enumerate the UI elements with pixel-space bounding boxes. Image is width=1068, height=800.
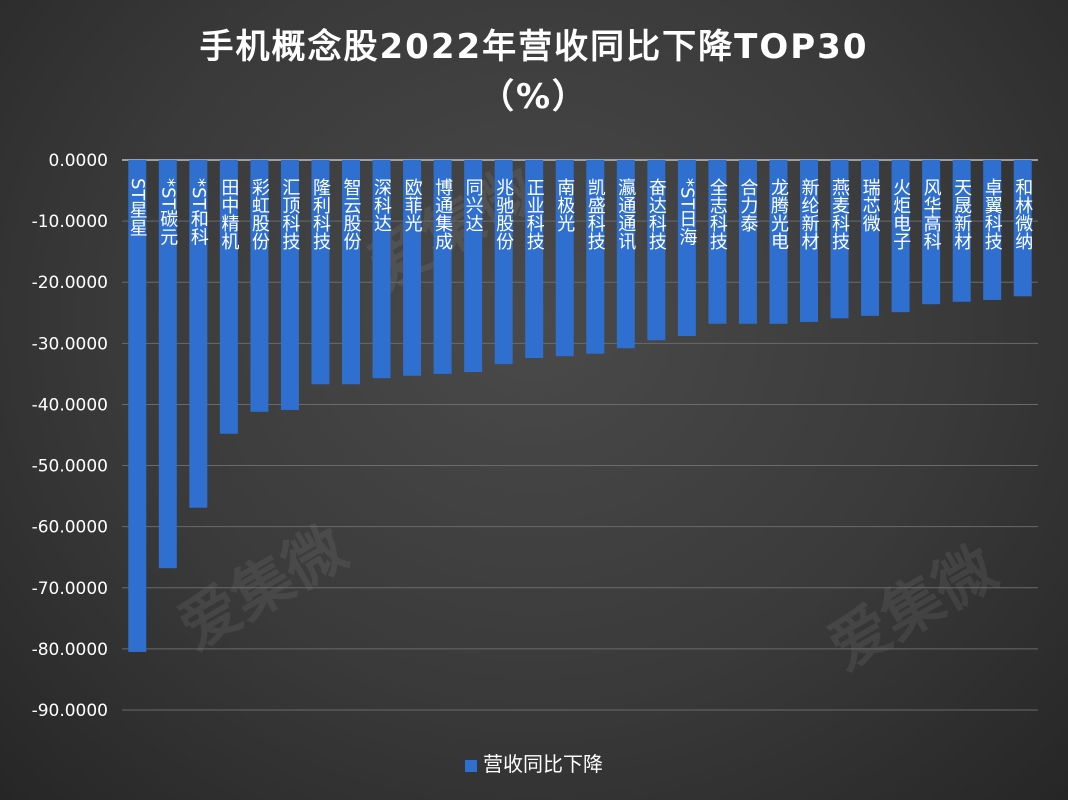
y-tick-label: 0.0000: [49, 151, 108, 171]
category-label: 兆驰股份: [493, 178, 514, 250]
category-label: 博通集成: [432, 178, 453, 250]
category-label: 新纶新材: [799, 178, 820, 250]
category-label: 奋达科技: [646, 178, 667, 251]
chart-title: 手机概念股2022年营收同比下降TOP30 （%）: [0, 22, 1068, 122]
bar: [219, 160, 238, 434]
bar: [403, 160, 422, 376]
category-label: *ST日海: [676, 178, 697, 245]
category-label: 彩虹股份: [249, 178, 270, 250]
legend-swatch: [465, 759, 477, 772]
bar: [891, 160, 910, 313]
category-label: 田中精机: [218, 178, 239, 250]
category-label: 深科达: [371, 178, 392, 232]
y-tick-label: -70.0000: [32, 579, 108, 599]
bar: [128, 160, 147, 652]
bar: [647, 160, 666, 341]
category-label: 南极光: [554, 178, 575, 233]
bar: [250, 160, 269, 412]
bar: [738, 160, 757, 324]
category-label: 火炬电子: [890, 178, 911, 250]
category-label: 隆利科技: [310, 178, 331, 251]
bar: [342, 160, 360, 385]
title-unit: （%）: [479, 77, 589, 117]
category-label: 瑞芯微: [860, 178, 881, 232]
category-label: 欧菲光: [402, 178, 423, 233]
bar: [494, 160, 513, 365]
y-tick-label: -40.0000: [32, 395, 108, 415]
bar: [525, 160, 544, 358]
bar: [861, 160, 880, 316]
category-label: 汇顶科技: [279, 178, 300, 251]
y-tick-label: -60.0000: [32, 518, 108, 538]
category-label: 全志科技: [707, 178, 728, 251]
y-tick-label: -30.0000: [32, 334, 108, 354]
category-label: 燕麦科技: [829, 178, 850, 251]
bar: [189, 160, 208, 508]
category-label: 正业科技: [524, 178, 545, 251]
bar: [280, 160, 299, 410]
bar: [555, 160, 574, 357]
bar: [311, 160, 330, 385]
category-label: *ST碳元: [157, 178, 178, 245]
category-label: 天晟新材: [951, 178, 972, 250]
bar: [800, 160, 818, 322]
category-label: 智云股份: [341, 178, 362, 250]
legend: 营收同比下降: [0, 748, 1068, 777]
category-label: 和林微纳: [1012, 178, 1033, 250]
category-label: *ST和科: [188, 178, 209, 245]
bar: [158, 160, 177, 569]
category-label: ST星星: [127, 178, 148, 236]
bar: [433, 160, 452, 374]
y-tick-label: -90.0000: [32, 701, 108, 721]
bar: [769, 160, 788, 324]
legend-label: 营收同比下降: [483, 752, 603, 776]
title-main: 手机概念股2022年营收同比下降TOP30: [199, 27, 869, 67]
bar: [464, 160, 483, 373]
bar: [616, 160, 635, 349]
y-tick-label: -80.0000: [32, 640, 108, 660]
y-tick-label: -20.0000: [32, 273, 108, 293]
bar: [586, 160, 605, 354]
y-tick-label: -50.0000: [32, 457, 108, 477]
category-label: 合力泰: [737, 178, 758, 232]
bar: [372, 160, 391, 379]
category-label: 同兴达: [463, 178, 484, 232]
bar: [952, 160, 971, 302]
y-tick-label: -10.0000: [32, 212, 108, 232]
bar: [708, 160, 727, 324]
bar: [677, 160, 696, 336]
category-label: 龙腾光电: [768, 178, 789, 250]
bar: [922, 160, 941, 305]
category-label: 风华高科: [921, 178, 942, 250]
category-label: 凯盛科技: [585, 178, 606, 251]
bar: [1013, 160, 1032, 297]
bar: [983, 160, 1002, 300]
category-label: 瀛通通讯: [615, 177, 636, 250]
bar: [830, 160, 849, 319]
category-label: 卓翼科技: [982, 178, 1003, 251]
